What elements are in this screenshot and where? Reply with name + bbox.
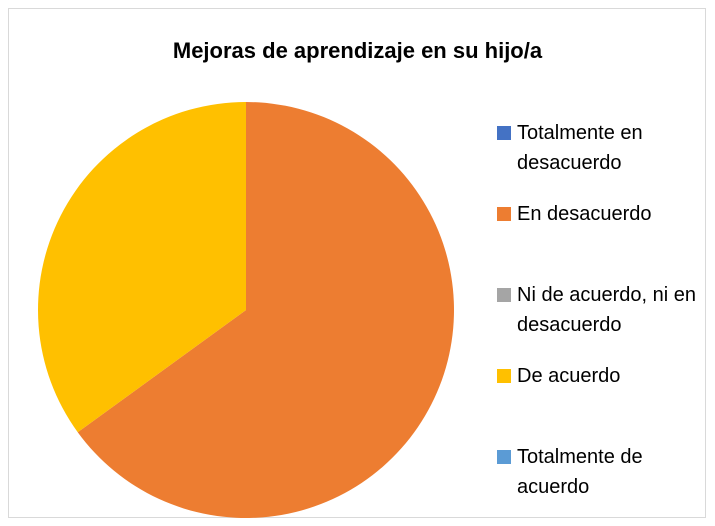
legend-entry: Totalmente en desacuerdo bbox=[497, 118, 707, 178]
pie-slice bbox=[37, 101, 246, 433]
legend-swatch bbox=[497, 369, 511, 383]
legend-entry: En desacuerdo bbox=[497, 199, 707, 229]
pie-slice bbox=[77, 102, 454, 518]
legend-entry: Ni de acuerdo, ni en desacuerdo bbox=[497, 280, 707, 340]
legend-entry: De acuerdo bbox=[497, 361, 707, 391]
chart-title: Mejoras de aprendizaje en su hijo/a bbox=[172, 38, 543, 63]
legend-label: Totalmente de acuerdo bbox=[517, 446, 643, 498]
chart-border bbox=[8, 8, 706, 518]
legend-swatch bbox=[497, 288, 511, 302]
legend-entry: Totalmente de acuerdo bbox=[497, 442, 707, 502]
legend-swatch bbox=[497, 207, 511, 221]
legend-swatch bbox=[497, 450, 511, 464]
legend-label: Ni de acuerdo, ni en desacuerdo bbox=[517, 284, 697, 336]
legend-label: En desacuerdo bbox=[517, 203, 652, 225]
legend-label: De acuerdo bbox=[517, 365, 621, 387]
legend-label: Totalmente en desacuerdo bbox=[517, 122, 643, 174]
legend-swatch bbox=[497, 126, 511, 140]
